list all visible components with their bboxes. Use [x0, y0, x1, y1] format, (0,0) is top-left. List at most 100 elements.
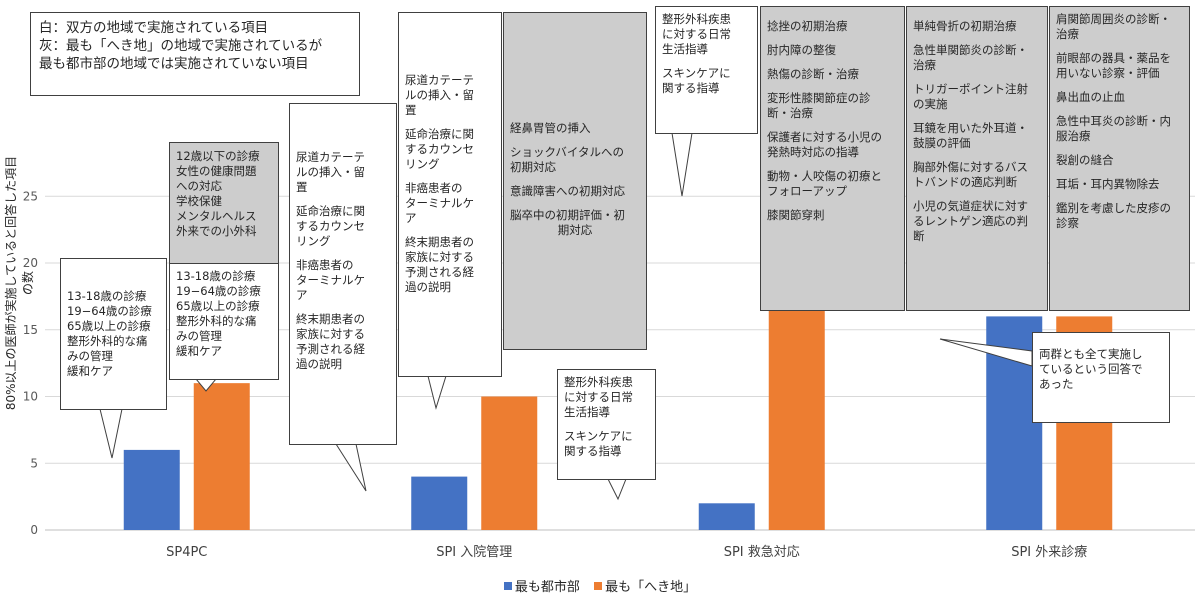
annotation-line: 予測される経 — [296, 342, 365, 356]
annotation-line: 緩和ケア — [67, 364, 113, 378]
annotation-line — [405, 226, 495, 235]
annotation-line: 置 — [296, 180, 308, 194]
y-axis-ticks: 0 5 10 15 20 25 — [23, 189, 38, 537]
annotation-line: 関する指導 — [564, 444, 622, 458]
annotation-line: 両群とも全て実施し — [1039, 347, 1143, 361]
annotation-line: 非癌患者の — [405, 181, 463, 195]
annotation-line: 動物・人咬傷の初療と — [767, 169, 882, 183]
annotation-line — [405, 172, 495, 181]
y-tick-label: 20 — [23, 256, 38, 270]
annotation-line — [1056, 144, 1183, 153]
y-axis-label: 80%以上の医師が実施していると回答した項目の数 — [4, 155, 35, 411]
annotation-line — [510, 136, 640, 145]
x-category-label: SPI 外来診療 — [1011, 544, 1087, 560]
annotation-line: 生活指導 — [564, 405, 610, 419]
callout-sp4pc-rural-white: 13-18歳の診療 19−64歳の診療 65歳以上の診療 整形外科的な痛 みの管理 緩和ケ… — [169, 263, 279, 380]
callout-er-urban: 整形外科疾患 に対する日常 生活指導 スキンケアに 関する指導 — [557, 369, 656, 480]
x-category-label: SPI 入院管理 — [436, 545, 512, 560]
annotation-line: 65歳以上の診療 — [67, 319, 151, 333]
annotation-line — [510, 175, 640, 184]
annotation-line: 家族に対する — [405, 250, 474, 264]
callout-pointer — [99, 408, 123, 459]
annotation-line — [296, 195, 390, 204]
annotation-line: リング — [405, 157, 440, 171]
annotation-line: 白：双方の地域で実施されている項目 — [39, 20, 269, 36]
annotation-line — [405, 118, 495, 127]
annotation-line: みの管理 — [67, 349, 113, 363]
annotation-line: 断 — [913, 229, 925, 243]
annotation-line: 関する指導 — [662, 81, 720, 95]
annotation-line: 12歳以下の診療 — [176, 149, 260, 163]
y-tick-label: 10 — [23, 390, 38, 404]
callout-outpatient-note: 両群とも全て実施し ているという回答で あった — [1032, 332, 1170, 423]
callout-inpatient-rural-white: 尿道カテーテ ルの挿入・留置延命治療に関 するカウンセ リング 非癌患者の ターミナルケア… — [398, 12, 502, 377]
annotation-line: 急性単関節炎の診断・ — [913, 43, 1028, 57]
annotation-line: 肩関節周囲炎の診断・ — [1056, 12, 1171, 26]
annotation-line: 単純骨折の初期治療 — [913, 19, 1017, 33]
annotation-line: ア — [296, 288, 308, 302]
annotation-line: 非癌患者の — [296, 258, 354, 272]
annotation-line: 尿道カテーテ — [296, 150, 365, 164]
annotation-line: あった — [1039, 377, 1074, 391]
callout-er-rural-gray-3: 肩関節周囲炎の診断・ 治療 前眼部の器具・薬品を 用いない診察・評価 鼻出血の止血 急性中… — [1049, 6, 1190, 311]
annotation-line: 意識障害への初期対応 — [510, 184, 625, 198]
annotation-line: 発熱時対応の指導 — [767, 145, 859, 159]
annotation-line: 灰：最も「へき地」の地域で実施されているが — [39, 38, 323, 54]
annotation-line: 保護者に対する小児の — [767, 130, 882, 144]
y-tick-label: 5 — [30, 456, 38, 470]
annotation-line: 診察 — [1056, 216, 1079, 230]
annotation-line: スキンケアに — [662, 66, 731, 80]
annotation-line: リング — [296, 234, 331, 248]
annotation-line: 整形外科疾患 — [662, 12, 731, 26]
annotation-line: 初期対応 — [510, 160, 556, 174]
legend-swatch-urban — [503, 581, 512, 590]
callout-er-rural-gray-2: 単純骨折の初期治療 急性単関節炎の診断・ 治療 トリガーポイント注射 の実施 耳鏡を用いた… — [906, 6, 1048, 311]
annotation-line — [1056, 105, 1183, 114]
annotation-line — [913, 73, 1041, 82]
y-tick-label: 25 — [23, 189, 38, 203]
annotation-line: ターミナルケ — [296, 273, 365, 287]
annotation-line — [1056, 42, 1183, 51]
annotation-line — [767, 58, 898, 67]
bar-rural-0 — [193, 383, 250, 530]
annotation-line: みの管理 — [176, 329, 222, 343]
annotation-line — [767, 34, 898, 43]
annotation-line — [662, 57, 751, 66]
annotation-line: 急性中耳炎の診断・内 — [1056, 114, 1171, 128]
annotation-line: 最も都市部の地域では実施されていない項目 — [39, 56, 309, 72]
annotation-line: 予測される経 — [405, 265, 474, 279]
annotation-line — [767, 160, 898, 169]
legend-label-urban: 最も都市部 — [514, 580, 580, 595]
callout-inpatient-urban: 尿道カテーテ ルの挿入・留置延命治療に関 するカウンセ リング 非癌患者の ターミナルケア… — [289, 103, 397, 445]
y-tick-label: 0 — [30, 523, 38, 537]
annotation-line: 前眼部の器具・薬品を — [1056, 51, 1171, 65]
callout-er-rural-white: 整形外科疾患 に対する日常 生活指導 スキンケアに 関する指導 — [655, 6, 758, 134]
annotation-line: 65歳以上の診療 — [176, 299, 260, 313]
annotation-line — [1056, 81, 1183, 90]
annotation-line: 延命治療に関 — [296, 204, 365, 218]
annotation-line: ルの挿入・留 — [296, 165, 365, 179]
callout-er-rural-gray-1: 捻挫の初期治療 肘内障の整復 熱傷の診断・治療 変形性膝関節症の診 断・治療 保護者に対す… — [760, 6, 905, 311]
color-legend-note: 白：双方の地域で実施されている項目灰：最も「へき地」の地域で実施されているが 最も… — [30, 12, 360, 96]
annotation-line: 整形外科的な痛 — [67, 334, 148, 348]
annotation-line: 鼓膜の評価 — [913, 136, 971, 150]
annotation-line: 延命治療に関 — [405, 127, 474, 141]
annotation-line — [913, 151, 1041, 160]
annotation-line — [913, 190, 1041, 199]
annotation-line: 19−64歳の診療 — [176, 284, 261, 298]
annotation-line: 緩和ケア — [176, 344, 222, 358]
annotation-line: 学校保健 — [176, 194, 222, 208]
bar-urban-1 — [411, 476, 468, 530]
annotation-line: ショックバイタルへの — [510, 145, 624, 159]
annotation-line: 耳垢・耳内異物除去 — [1056, 177, 1160, 191]
annotation-line: 過の説明 — [296, 357, 342, 371]
annotation-line: 置 — [405, 103, 417, 117]
annotation-line: 13-18歳の診療 — [176, 269, 256, 283]
callout-sp4pc-urban: 13-18歳の診療 19−64歳の診療 65歳以上の診療 整形外科的な痛 みの管理 緩和ケ… — [60, 258, 167, 410]
callout-pointer — [607, 478, 627, 501]
legend-item-rural: 最も「へき地」 — [594, 576, 696, 595]
annotation-line: 耳鏡を用いた外耳道・ — [913, 121, 1028, 135]
callout-sp4pc-rural-gray: 12歳以下の診療 女性の健康問題 への対応 学校保健 メンタルヘルス 外来での小外科 — [169, 142, 279, 264]
annotation-line: 胸部外傷に対するバス — [913, 160, 1028, 174]
annotation-line: 捻挫の初期治療 — [767, 19, 848, 33]
